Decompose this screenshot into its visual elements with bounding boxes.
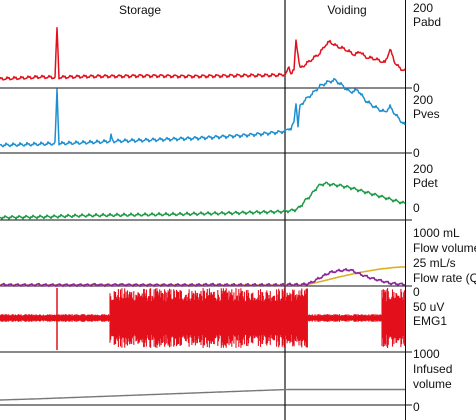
section-label-voiding: Voiding: [327, 3, 366, 17]
emg-burst-3: [307, 314, 383, 322]
chart-frame: [0, 0, 412, 420]
emg-scale-label: 50 uV: [413, 300, 444, 314]
emg-burst-2: [109, 288, 308, 348]
chart-labels: Storage Voiding 200 Pabd 0 200 Pves 0 20…: [119, 1, 476, 414]
emg-name-label: EMG1: [413, 314, 447, 328]
flow-volume-max-label: 1000 mL: [413, 226, 460, 240]
emg-burst-1: [0, 314, 111, 322]
infused-volume-trace: [0, 388, 405, 401]
chart-traces: [0, 27, 406, 401]
pves-max-label: 200: [413, 93, 433, 107]
flow-rate-name-label: Flow rate (Q): [413, 271, 476, 285]
flow-zero-label: 0: [413, 285, 420, 299]
pabd-trace: [0, 27, 406, 81]
infused-zero-label: 0: [413, 400, 420, 414]
section-label-storage: Storage: [119, 3, 161, 17]
pves-zero-label: 0: [413, 146, 420, 160]
pdet-zero-label: 0: [413, 201, 420, 215]
infused-unit-label: volume: [413, 377, 452, 391]
emg-burst-4: [381, 288, 405, 348]
flow-volume-name-label: Flow volume: [413, 241, 476, 255]
pdet-max-label: 200: [413, 162, 433, 176]
pabd-zero-label: 0: [413, 81, 420, 95]
pves-name-label: Pves: [413, 107, 440, 121]
infused-name-label: Infused: [413, 362, 452, 376]
pdet-trace: [0, 181, 406, 220]
infused-max-label: 1000: [413, 347, 440, 361]
flow-rate-max-label: 25 mL/s: [413, 256, 456, 270]
flow-rate-trace: [0, 268, 406, 288]
pdet-name-label: Pdet: [413, 176, 438, 190]
pves-trace: [0, 77, 406, 148]
pabd-max-label: 200: [413, 1, 433, 15]
pabd-name-label: Pabd: [413, 15, 441, 29]
